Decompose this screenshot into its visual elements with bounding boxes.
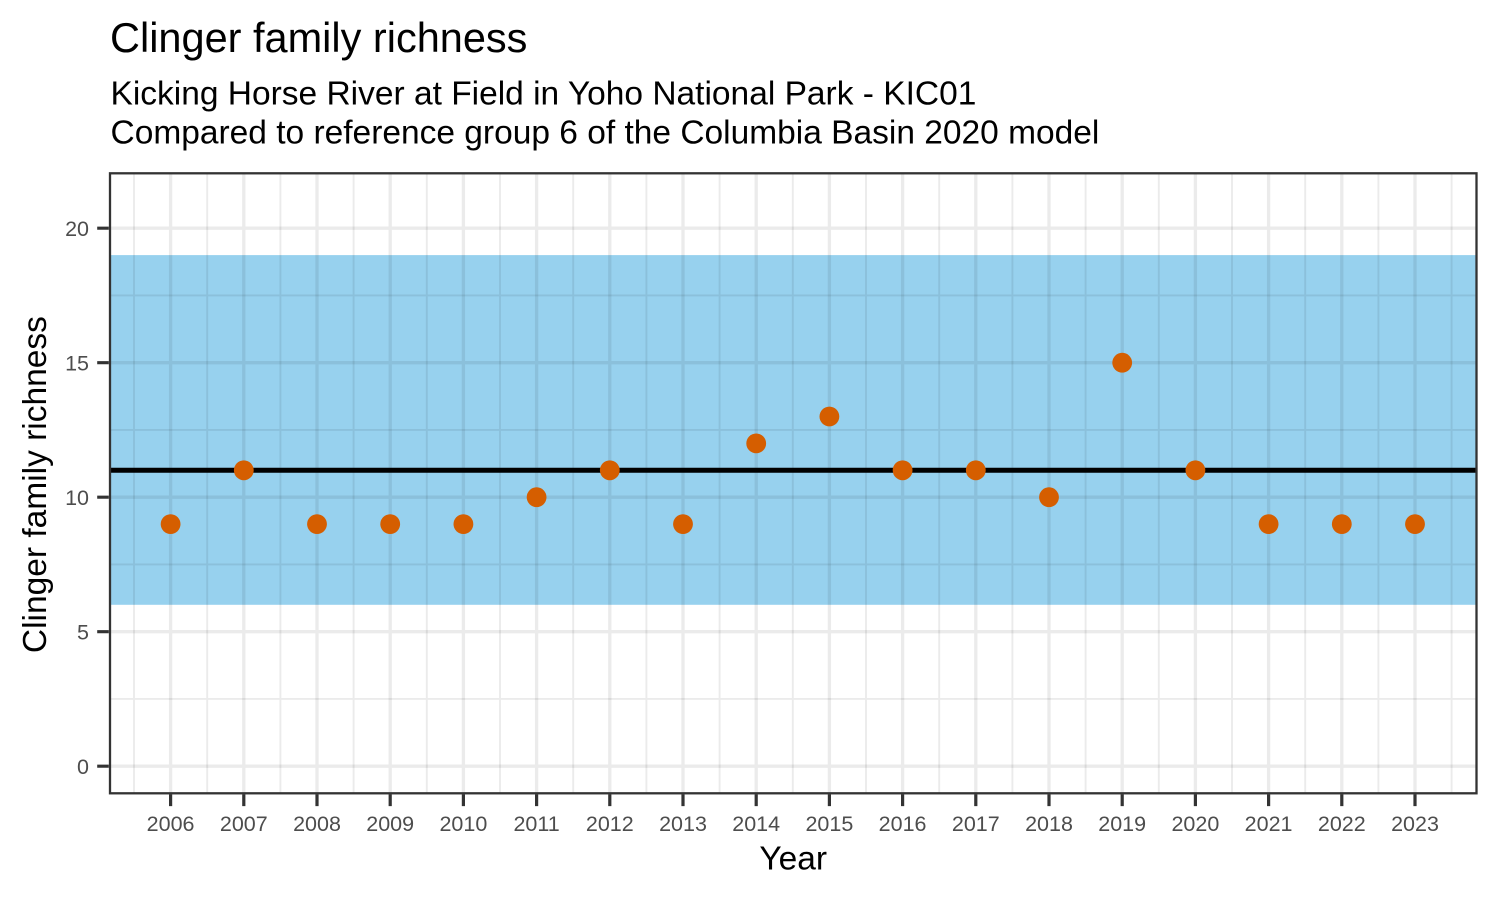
svg-text:2019: 2019: [1098, 812, 1146, 836]
svg-text:2013: 2013: [659, 812, 707, 836]
svg-text:2018: 2018: [1025, 812, 1073, 836]
svg-text:15: 15: [65, 351, 89, 375]
svg-text:2009: 2009: [366, 812, 414, 836]
svg-text:2015: 2015: [805, 812, 853, 836]
svg-text:2012: 2012: [586, 812, 634, 836]
svg-text:Kicking Horse River at Field i: Kicking Horse River at Field in Yoho Nat…: [111, 75, 977, 112]
svg-text:10: 10: [65, 486, 89, 510]
svg-text:2023: 2023: [1391, 812, 1439, 836]
svg-text:Compared to reference group 6: Compared to reference group 6 of the Col…: [111, 115, 1100, 152]
svg-text:2010: 2010: [439, 812, 487, 836]
svg-text:2017: 2017: [952, 812, 1000, 836]
svg-text:2011: 2011: [513, 812, 559, 836]
svg-text:2006: 2006: [147, 812, 195, 836]
svg-text:2021: 2021: [1245, 812, 1293, 836]
svg-text:2007: 2007: [220, 812, 268, 836]
svg-text:2016: 2016: [879, 812, 927, 836]
svg-text:Clinger family richness: Clinger family richness: [17, 316, 54, 653]
svg-text:2022: 2022: [1318, 812, 1366, 836]
svg-text:2014: 2014: [732, 812, 780, 836]
svg-text:2020: 2020: [1171, 812, 1219, 836]
svg-text:5: 5: [77, 620, 89, 644]
svg-text:20: 20: [65, 217, 89, 241]
svg-text:Year: Year: [759, 841, 827, 878]
svg-text:Clinger family richness: Clinger family richness: [110, 14, 527, 61]
svg-text:0: 0: [77, 755, 89, 779]
svg-text:2008: 2008: [293, 812, 341, 836]
